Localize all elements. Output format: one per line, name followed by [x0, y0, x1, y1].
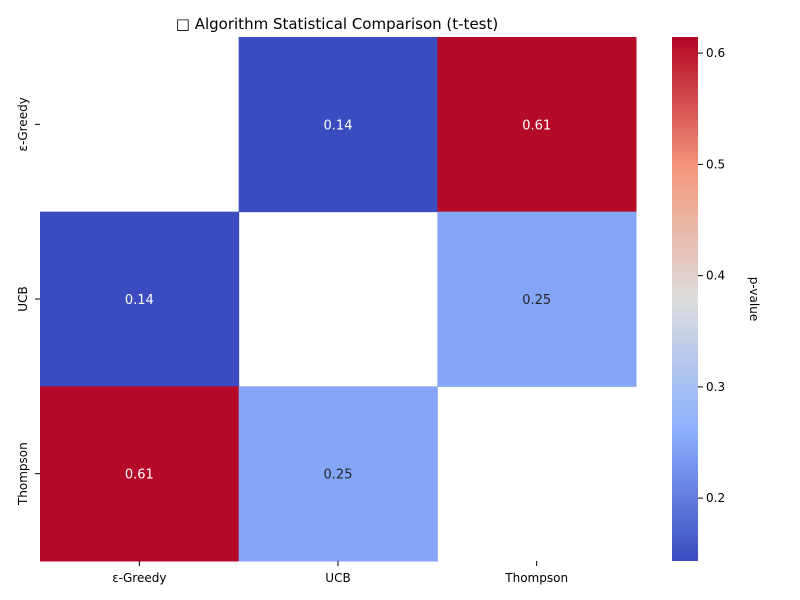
- cell-value-label: 0.61: [125, 468, 154, 483]
- colorbar-tick-label: 0.6: [706, 46, 725, 60]
- heatmap-cell: [437, 37, 637, 213]
- heatmap-cell: [238, 37, 438, 213]
- cell-value-label: 0.25: [522, 293, 551, 308]
- chart-title: □ Algorithm Statistical Comparison (t-te…: [176, 15, 498, 33]
- y-tick-label: UCB: [16, 286, 30, 311]
- y-tick-label: Thompson: [16, 442, 30, 506]
- x-tick-label: UCB: [325, 571, 350, 585]
- cell-value-label: 0.61: [522, 118, 551, 133]
- heatmap-cell: [437, 211, 637, 387]
- heatmap-cells: 0.14 0.61 0.14 0.25 0.61 0.25: [40, 37, 637, 562]
- colorbar-tick-label: 0.5: [706, 157, 725, 171]
- x-tick-label: Thompson: [504, 571, 568, 585]
- colorbar-tick-label: 0.2: [706, 491, 725, 505]
- cell-value-label: 0.14: [324, 118, 353, 133]
- x-tick-label: ε-Greedy: [112, 571, 166, 585]
- heatmap-cell: [40, 386, 240, 562]
- colorbar-label: p-value: [747, 277, 761, 321]
- heatmap-cell: [238, 386, 438, 562]
- heatmap-cell: [40, 211, 240, 387]
- colorbar-ticks: 0.2 0.3 0.4 0.5 0.6: [698, 46, 725, 505]
- colorbar-tick-label: 0.4: [706, 269, 725, 283]
- y-tick-label: ε-Greedy: [16, 97, 30, 151]
- colorbar: [672, 37, 698, 561]
- cell-value-label: 0.25: [324, 468, 353, 483]
- y-axis: ε-Greedy UCB Thompson: [16, 97, 40, 506]
- colorbar-tick-label: 0.3: [706, 380, 725, 394]
- x-axis: ε-Greedy UCB Thompson: [112, 561, 568, 585]
- cell-value-label: 0.14: [125, 293, 154, 308]
